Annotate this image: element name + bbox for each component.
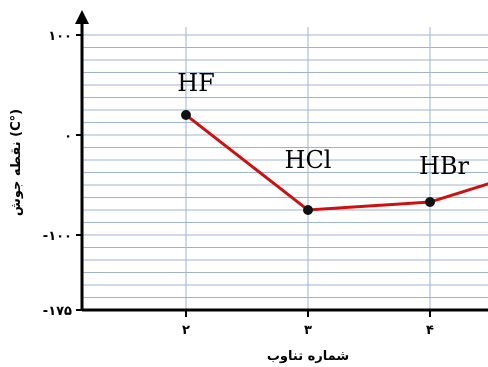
- data-point: [181, 110, 191, 120]
- y-axis-arrow: [75, 10, 89, 24]
- series-polyline: [185, 113, 488, 212]
- series-line: [181, 110, 488, 215]
- data-point: [425, 197, 435, 207]
- y-axis-title: نقطه جوش (C°): [9, 109, 24, 216]
- point-labels: HF HCl HBr: [177, 69, 469, 180]
- y-tick-label: ۰: [64, 129, 72, 144]
- y-tick-label: -۱۷۵: [43, 304, 72, 319]
- x-tick-label: ۴: [426, 323, 434, 338]
- axes: ۱۰۰ ۰ -۱۰۰ -۱۷۵ ۲ ۳ ۴: [43, 10, 488, 338]
- x-tick-label: ۲: [182, 323, 190, 338]
- y-tick-label: -۱۰۰: [43, 229, 72, 244]
- x-tick-label: ۳: [304, 323, 312, 338]
- point-label: HBr: [419, 152, 470, 180]
- grid: [82, 27, 488, 310]
- y-tick-label: ۱۰۰: [48, 29, 72, 44]
- x-axis-title: شماره تناوب: [267, 349, 349, 364]
- point-label: HCl: [285, 146, 332, 174]
- data-point: [303, 205, 313, 215]
- point-label: HF: [177, 69, 215, 97]
